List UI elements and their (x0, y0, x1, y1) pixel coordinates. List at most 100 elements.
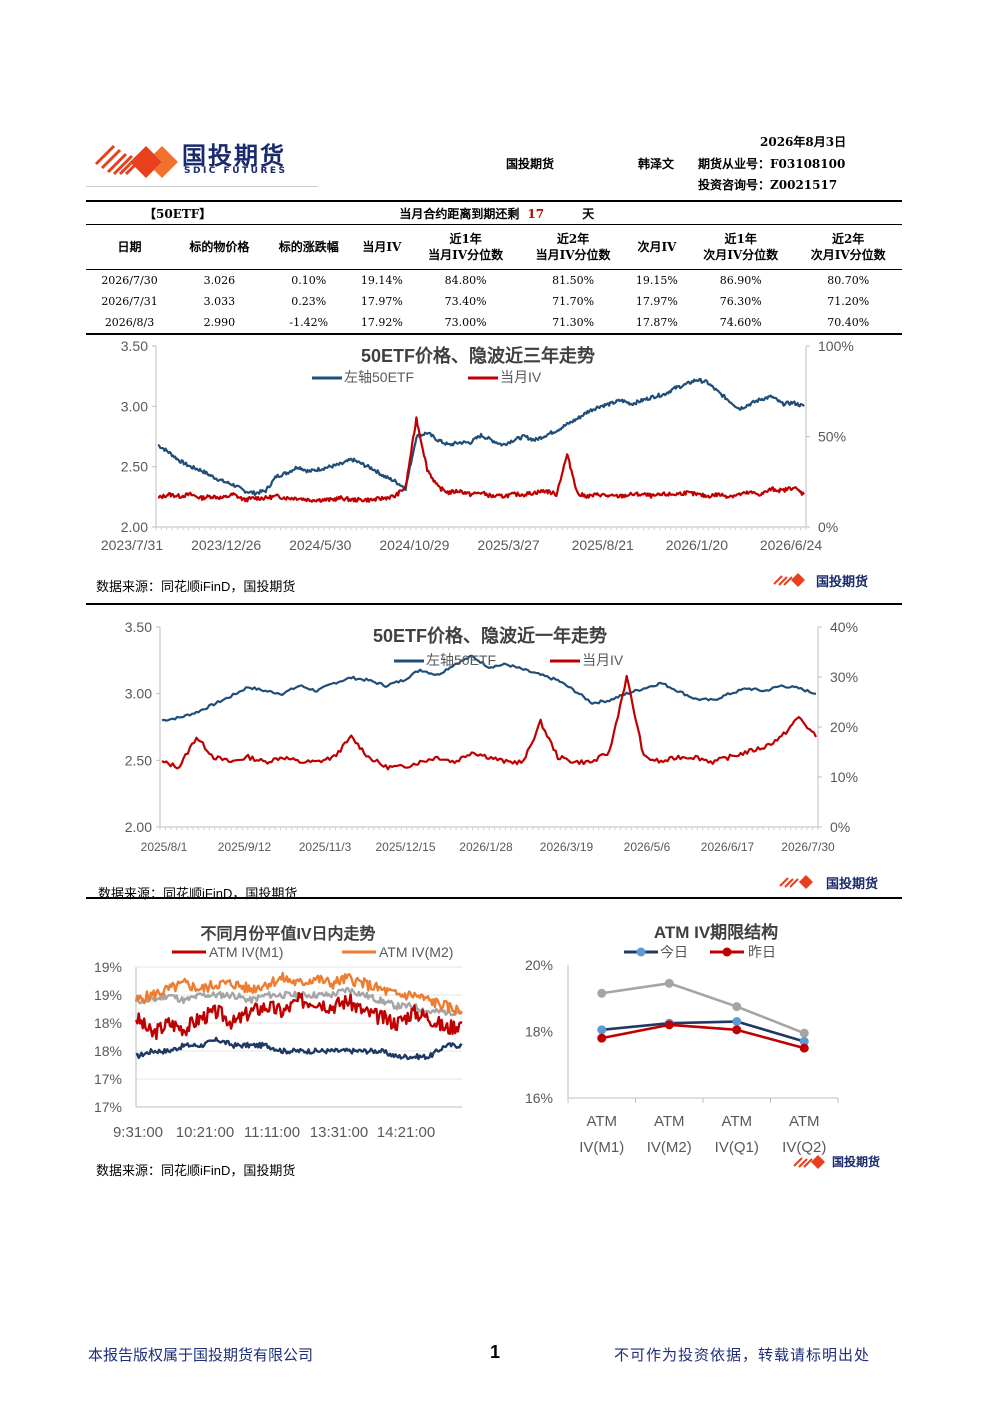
chart-title: ATM IV期限结构 (654, 922, 778, 942)
column-header: 日期 (86, 224, 174, 270)
source-note-2: 数据来源：同花顺iFinD，国投期货 (98, 886, 298, 901)
chart-3yr: 2.00 2.50 3.00 3.50 0% 50% 100% 2023/7/31 2023/1… (101, 338, 854, 553)
data-point (597, 988, 607, 998)
report-date: 2026年8月3日 (760, 135, 847, 149)
table-cell: 17.87% (626, 312, 687, 335)
logo-mark-icon (793, 1155, 825, 1169)
watermark-logo-1: 国投期货 (772, 570, 884, 590)
data-point (799, 1043, 809, 1053)
data-point (799, 1036, 809, 1046)
table-cell: 17.97% (360, 295, 403, 308)
x-tick-label: 2026/7/30 (781, 840, 835, 854)
legend-label: 今日 (660, 944, 688, 960)
column-header: 近2年 当月IV分位数 (519, 224, 627, 270)
x-tick-label: 10:21:00 (176, 1124, 234, 1141)
table-cell: -1.42% (265, 312, 352, 335)
table-cell: 81.50% (552, 274, 595, 287)
data-point (597, 1033, 607, 1043)
watermark-text-3: 国投期货 (832, 1155, 881, 1169)
x-tick-label: 2025/9/12 (218, 840, 272, 854)
series-line-yesterday (601, 1023, 805, 1050)
y-left-tick-label: 3.00 (121, 398, 148, 414)
table-cell: 70.40% (794, 312, 902, 335)
table-cell: 0.23% (291, 295, 327, 308)
column-header: 标的物价格 (173, 224, 266, 270)
table-cell: 74.60% (686, 312, 795, 335)
data-point (664, 1020, 674, 1030)
table-cell: 17.97% (635, 295, 678, 308)
legend-label: ATM IV(M1) (209, 944, 283, 960)
logo-mark-icon (773, 573, 805, 587)
x-tick-label: IV(Q2) (782, 1139, 826, 1155)
x-tick-label: 2026/1/28 (459, 840, 513, 854)
y-left-tick-label: 3.50 (125, 619, 152, 635)
legend-label: 左轴50ETF (426, 652, 496, 668)
legend-marker (722, 947, 732, 957)
y-right-tick-label: 100% (818, 338, 854, 354)
y-right-tick-label: 10% (830, 769, 858, 785)
logo-mark-icon (779, 875, 813, 889)
chart-title: 50ETF价格、隐波近一年走势 (373, 625, 607, 646)
legend-label: 左轴50ETF (344, 369, 414, 385)
logo-text: 国投期货 (182, 142, 286, 170)
y-right-tick-label: 40% (830, 619, 858, 635)
y-right-tick-label: 20% (830, 719, 858, 735)
x-tick-label: 2024/10/29 (379, 537, 449, 553)
table-cell: 76.30% (719, 295, 762, 308)
table-cell: 73.00% (411, 312, 520, 335)
y-left-tick-label: 2.00 (125, 819, 152, 835)
y-left-tick-label: 2.50 (121, 459, 148, 475)
column-header: 当月IV (351, 224, 412, 270)
table-row: 2026/8/3 2.990 -1.42% 17.92% 73.00% 71.30% 17.… (86, 312, 902, 335)
column-header: 近1年 次月IV分位数 (686, 224, 795, 270)
y-tick-label: 17% (94, 1071, 122, 1087)
table-row: 2026/7/30 3.026 0.10% 19.14% 84.80% 81.50% 19.… (86, 270, 902, 292)
column-header-line: 近2年 (832, 232, 865, 246)
days-value: 17 (527, 206, 545, 221)
x-tick-label: 2025/8/21 (572, 537, 634, 553)
table-cell: 2026/7/30 (101, 274, 158, 287)
data-point (732, 1002, 742, 1012)
page-number: 1 (490, 1342, 501, 1362)
table-cell: 73.40% (444, 295, 487, 308)
y-tick-label: 19% (94, 959, 122, 975)
table-cell: 84.80% (444, 274, 487, 287)
column-header-line: 近1年 (724, 232, 757, 246)
y-right-tick-label: 30% (830, 669, 858, 685)
y-left-tick-label: 3.00 (125, 686, 152, 702)
series-line-etf (161, 654, 817, 722)
series-line-etf (157, 377, 805, 497)
column-header: 标的涨跌幅 (265, 224, 352, 270)
x-tick-label: 11:11:00 (244, 1124, 300, 1141)
table-cell: 86.90% (719, 274, 762, 287)
logo-subtext: SDIC FUTURES (184, 166, 288, 176)
watermark-logo-3: 国投期货 (792, 1152, 892, 1172)
x-tick-label: 2026/6/17 (701, 840, 755, 854)
column-header: 次月IV (626, 224, 687, 270)
y-tick-label: 16% (525, 1090, 553, 1106)
logo: 国投期货 SDIC FUTURES (86, 124, 318, 187)
column-header-line: 日期 (117, 240, 142, 254)
x-tick-label: 2025/8/1 (141, 840, 188, 854)
y-tick-label: 18% (94, 1043, 122, 1059)
x-tick-label: 2026/6/24 (760, 537, 822, 553)
x-tick-label: 9:31:00 (113, 1124, 163, 1141)
company-name: 国投期货 (506, 157, 555, 171)
source-note-3: 数据来源：同花顺iFinD，国投期货 (96, 1163, 296, 1178)
series-line-m1 (134, 991, 463, 1041)
column-header-line: 当月IV分位数 (535, 248, 611, 262)
table-cell: 71.70% (552, 295, 595, 308)
y-left-tick-label: 3.50 (121, 338, 148, 354)
x-tick-label: 2023/7/31 (101, 537, 163, 553)
legend-marker (636, 947, 646, 957)
days-unit: 天 (582, 206, 595, 221)
legend-label: ATM IV(M2) (379, 944, 453, 960)
table-cell: 17.92% (351, 312, 412, 335)
license-number: 期货从业号：F03108100 (698, 157, 846, 171)
data-point (799, 1028, 809, 1038)
column-header-line: 当月IV (362, 240, 402, 254)
x-tick-label: 2023/12/26 (191, 537, 261, 553)
etf-tag: 【50ETF】 (86, 200, 266, 225)
